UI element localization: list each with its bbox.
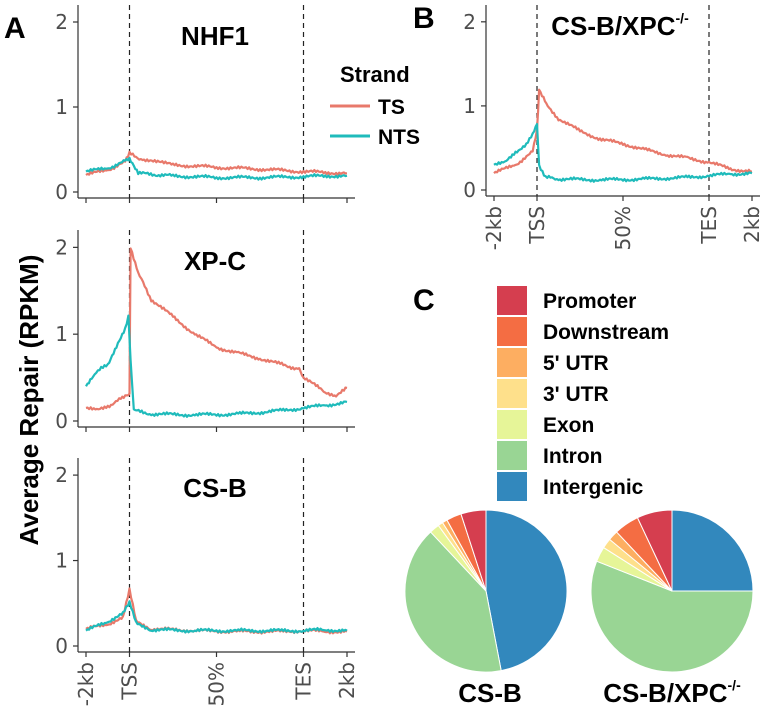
- y-tick-label: 2: [55, 463, 68, 487]
- legend-label-nts: NTS: [378, 126, 420, 149]
- plot-nhf1: 0 1 2 NHF1: [55, 5, 355, 204]
- y-tick-label: 2: [55, 235, 68, 259]
- pie-slice-promoter: [460, 509, 487, 592]
- series-line-nts: [85, 600, 348, 634]
- panel-letter-c: C: [413, 284, 435, 317]
- y-tick-label: 0: [55, 634, 68, 658]
- series-line-ts: [85, 150, 348, 176]
- x-tick-label: TSS: [525, 206, 549, 245]
- plot-title: CS-B/XPC-/-: [551, 10, 689, 41]
- x-tick-label: 2kb: [335, 662, 359, 699]
- x-tick-label: TES: [292, 662, 316, 701]
- y-tick-label: 1: [55, 549, 68, 573]
- y-tick-label: 1: [55, 322, 68, 346]
- x-tick-label: 2kb: [740, 206, 764, 243]
- pie-legend-swatch: [497, 379, 527, 408]
- pie-legend-label: 3' UTR: [543, 383, 609, 406]
- pie-slice-intergenic: [671, 509, 754, 592]
- plot-xpc: 0 1 2 XP-C: [55, 230, 355, 433]
- plot-csb: 0 1 2 -2kb TSS 50% TES 2kb CS-B: [55, 458, 359, 706]
- y-axis-label: Average Repair (RPKM): [14, 255, 44, 546]
- plot-title: XP-C: [184, 246, 246, 276]
- pie-chart: CS-B: [404, 509, 568, 708]
- pie-legend-label: 5' UTR: [543, 352, 609, 375]
- pie-slice-intergenic: [485, 509, 568, 672]
- y-tick-label: 0: [55, 409, 68, 433]
- x-tick-label: TSS: [118, 662, 142, 701]
- series-line-ts: [493, 88, 753, 175]
- pie-slice-intron: [404, 531, 502, 673]
- x-tick-label: 50%: [205, 662, 229, 706]
- pie-chart: CS-B/XPC-/-: [590, 509, 754, 708]
- pie-legend-label: Exon: [543, 414, 594, 437]
- series-line-nts: [85, 314, 348, 418]
- plot-csbxpc: 0 1 2 -2kb TSS 50% TES 2kb CS-B/XPC-/-: [463, 5, 764, 250]
- legend-label-ts: TS: [378, 96, 405, 119]
- legend-title: Strand: [340, 62, 410, 87]
- x-tick-label: TES: [697, 206, 721, 245]
- pie-slice-promoter: [636, 509, 673, 592]
- pie-legend-swatch: [497, 317, 527, 346]
- pie-legend-label: Intron: [543, 445, 602, 468]
- y-tick-label: 1: [463, 94, 476, 118]
- pie-slice-intron: [590, 560, 754, 673]
- panel-letter-a: A: [4, 12, 26, 45]
- plot-title: NHF1: [181, 21, 249, 51]
- pie-legend-swatch: [497, 472, 527, 501]
- plot-title: CS-B: [183, 473, 247, 503]
- pie-title: CS-B/XPC-/-: [603, 677, 741, 708]
- y-tick-label: 2: [55, 10, 68, 34]
- panel-letter-b: B: [413, 2, 435, 35]
- pie-legend-label: Intergenic: [543, 476, 644, 499]
- x-tick-label: -2kb: [74, 662, 98, 706]
- y-tick-label: 1: [55, 95, 68, 119]
- pie-title-superscript: -/-: [728, 677, 742, 693]
- y-tick-label: 2: [463, 10, 476, 34]
- y-tick-label: 0: [55, 180, 68, 204]
- pie-legend-label: Promoter: [543, 290, 636, 313]
- y-tick-label: 0: [463, 178, 476, 202]
- x-tick-label: 50%: [611, 206, 635, 250]
- pie-legend-swatch: [497, 348, 527, 377]
- series-line-ts: [85, 247, 348, 411]
- plot-title-superscript: -/-: [676, 10, 690, 26]
- x-tick-label: -2kb: [482, 206, 506, 250]
- strand-legend: Strand TS NTS: [330, 62, 420, 149]
- pie-title: CS-B: [458, 678, 522, 708]
- series-line-nts: [493, 122, 753, 183]
- pie-legend-swatch: [497, 286, 527, 315]
- pie-legend-label: Downstream: [543, 321, 669, 344]
- series-line-nts: [85, 156, 348, 181]
- pie-legend-swatch: [497, 410, 527, 439]
- pie-legend-swatch: [497, 441, 527, 470]
